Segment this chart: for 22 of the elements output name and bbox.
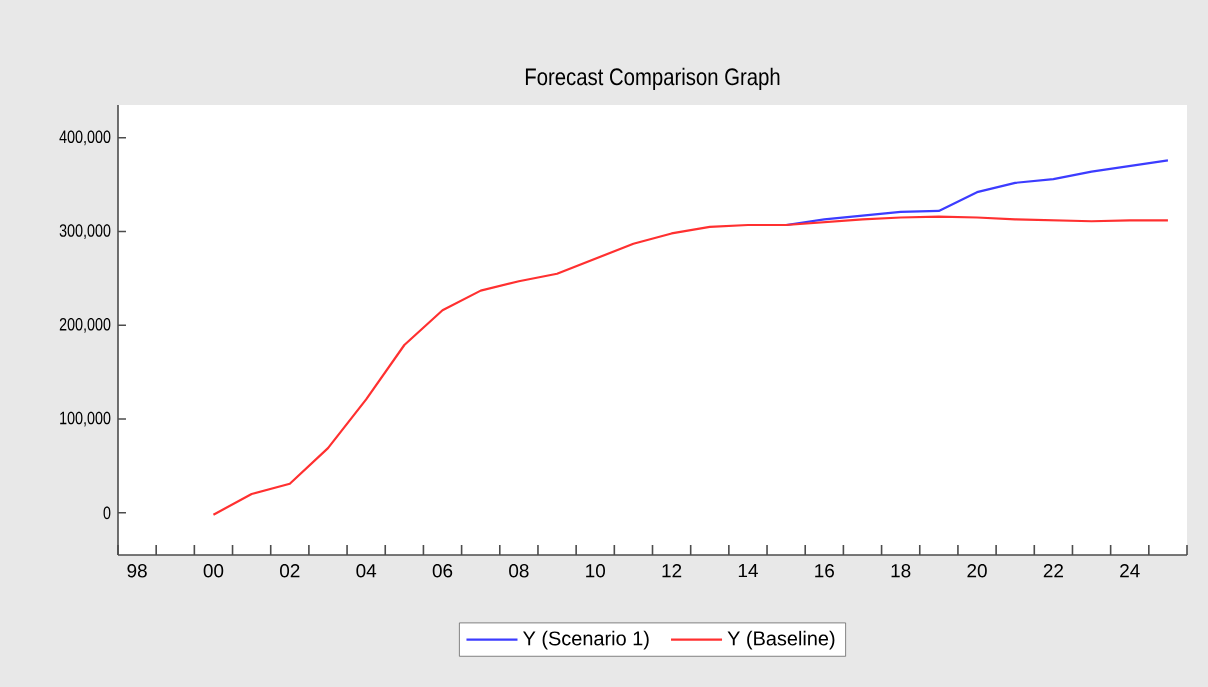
x-tick-label: 02 (280, 564, 300, 578)
y-tick-label: 100,000 (60, 411, 111, 427)
x-tick-label: 06 (432, 564, 453, 578)
x-tick-label: 18 (891, 564, 911, 578)
x-tick-label: 98 (127, 564, 147, 578)
legend-label: Y (Baseline) (727, 630, 835, 650)
y-tick-label: 300,000 (59, 224, 111, 239)
y-tick-label: 200,000 (59, 317, 111, 333)
x-tick-label: 04 (356, 564, 377, 578)
y-tick-label: 0 (103, 506, 111, 520)
x-tick-label: 22 (1043, 564, 1063, 578)
x-tick-label: 08 (509, 564, 529, 578)
x-tick-label: 20 (967, 564, 987, 578)
x-tick-label: 16 (815, 564, 834, 578)
y-tick-label: 400,000 (59, 130, 111, 146)
chart-title: Forecast Comparison Graph (525, 67, 780, 91)
x-tick-label: 00 (203, 564, 224, 578)
x-tick-label: 24 (1120, 564, 1140, 578)
x-tick-label: 14 (738, 564, 758, 578)
x-tick-label: 10 (586, 564, 606, 578)
legend-label: Y (Scenario 1) (523, 630, 649, 650)
x-tick-label: 12 (662, 564, 682, 578)
